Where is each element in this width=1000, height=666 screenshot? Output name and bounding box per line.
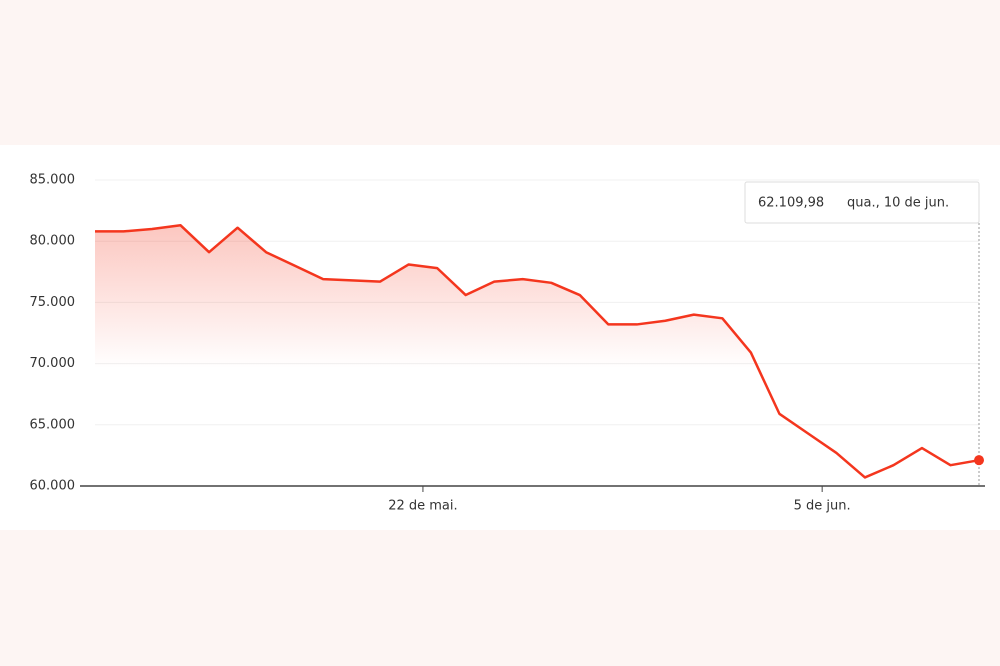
x-tick-label: 5 de jun. bbox=[794, 499, 851, 514]
y-tick-label: 65.000 bbox=[30, 417, 76, 432]
y-tick-label: 60.000 bbox=[30, 479, 76, 494]
y-tick-label: 75.000 bbox=[30, 295, 76, 310]
y-tick-label: 70.000 bbox=[30, 356, 76, 371]
y-tick-label: 80.000 bbox=[30, 234, 76, 249]
tooltip-date: qua., 10 de jun. bbox=[847, 196, 949, 211]
tooltip: 62.109,98 qua., 10 de jun. bbox=[744, 181, 980, 224]
tooltip-value: 62.109,98 bbox=[758, 196, 824, 211]
x-tick-label: 22 de mai. bbox=[388, 499, 457, 514]
line bbox=[95, 224, 980, 479]
hover-point bbox=[974, 455, 984, 466]
area bbox=[95, 225, 979, 486]
tooltip-box bbox=[744, 181, 980, 224]
y-tick-label: 85.000 bbox=[30, 173, 76, 188]
